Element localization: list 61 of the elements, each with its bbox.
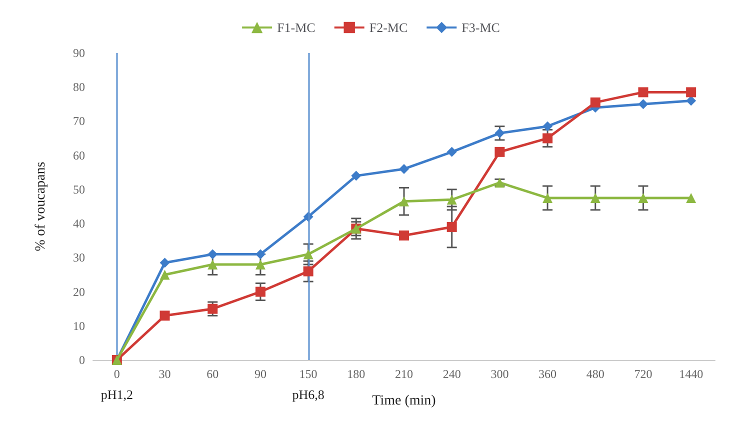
x-tick-label: 1440 [679, 367, 704, 381]
y-tick-label: 90 [73, 46, 85, 60]
y-tick-label: 80 [73, 80, 85, 94]
point [542, 121, 553, 132]
x-tick-label: 180 [347, 367, 366, 381]
ref-line-label: pH1,2 [100, 387, 133, 402]
x-tick-label: 300 [490, 367, 509, 381]
y-axis-title: % of voucapans [34, 162, 48, 252]
point [208, 249, 218, 260]
point [494, 128, 505, 138]
point [160, 310, 170, 321]
x-tick-label: 0 [114, 367, 120, 381]
legend-label: F3-MC [462, 20, 500, 35]
point [686, 192, 696, 203]
point [351, 170, 362, 181]
point [638, 87, 648, 98]
y-tick-label: 50 [73, 182, 85, 196]
point [542, 192, 553, 203]
point [446, 194, 457, 205]
point [638, 99, 648, 110]
point [255, 249, 266, 260]
point [399, 230, 409, 240]
point [160, 270, 170, 280]
point [399, 164, 409, 174]
x-tick-label: 210 [395, 367, 413, 381]
point [255, 259, 266, 270]
point [399, 196, 409, 206]
point [446, 222, 457, 232]
y-tick-label: 60 [73, 148, 85, 162]
x-tick-label: 360 [538, 367, 557, 381]
point [160, 258, 170, 268]
point [446, 146, 457, 157]
point [303, 266, 314, 276]
x-tick-label: 480 [586, 367, 604, 381]
y-tick-label: 10 [73, 318, 85, 333]
point [494, 146, 505, 157]
x-tick-label: 60 [206, 367, 219, 381]
y-tick-label: 20 [73, 284, 85, 299]
x-tick-label: 150 [299, 367, 318, 381]
x-tick-label: 720 [634, 367, 652, 381]
point [542, 133, 553, 144]
legend-label: F2-MC [369, 20, 408, 35]
x-tick-label: 90 [254, 367, 266, 381]
point [638, 192, 648, 203]
y-tick-label: 0 [79, 353, 85, 367]
x-tick-label: 240 [442, 367, 461, 381]
point [686, 96, 696, 106]
point [208, 304, 218, 314]
x-tick-label: 30 [158, 367, 171, 381]
y-tick-label: 30 [73, 250, 85, 265]
legend-label: F1-MC [277, 20, 316, 35]
point [590, 192, 600, 203]
point [255, 286, 266, 297]
point [303, 249, 314, 260]
x-axis-title: Time (min) [372, 394, 436, 408]
point [686, 87, 696, 98]
point [208, 259, 218, 270]
ref-line-label: pH6,8 [292, 387, 324, 402]
y-tick-label: 40 [73, 216, 85, 231]
y-tick-label: 70 [73, 114, 85, 128]
point [590, 97, 600, 108]
